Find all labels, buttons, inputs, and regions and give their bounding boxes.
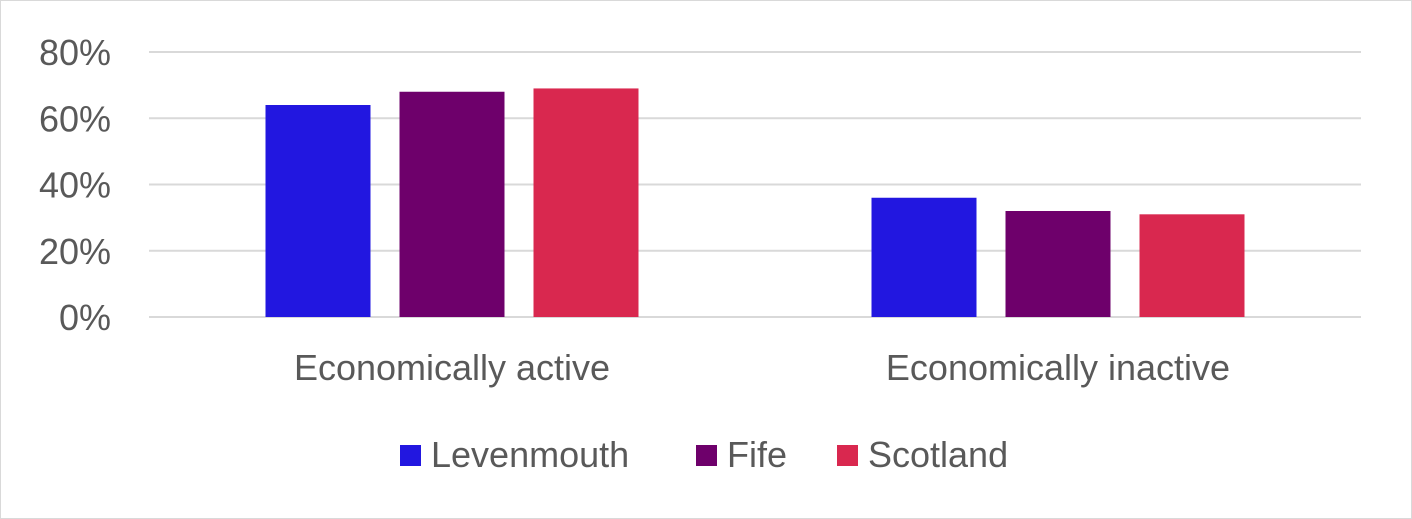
y-tick-label: 20% <box>39 231 111 272</box>
legend-label-scotland: Scotland <box>868 434 1008 475</box>
legend-swatch-fife <box>696 445 717 466</box>
y-tick-label: 0% <box>59 297 111 338</box>
x-category-label: Economically inactive <box>886 347 1230 388</box>
y-tick-label: 80% <box>39 32 111 73</box>
legend-swatch-levenmouth <box>400 445 421 466</box>
legend-swatch-scotland <box>837 445 858 466</box>
x-category-label: Economically active <box>294 347 610 388</box>
bar-levenmouth-0 <box>265 105 371 317</box>
legend-label-levenmouth: Levenmouth <box>431 434 629 475</box>
bar-levenmouth-1 <box>871 197 977 317</box>
bar-scotland-0 <box>533 88 639 317</box>
legend: Levenmouth Fife Scotland <box>400 434 1008 475</box>
bar-fife-1 <box>1005 211 1111 317</box>
y-tick-label: 40% <box>39 165 111 206</box>
y-tick-label: 60% <box>39 98 111 139</box>
y-axis-tick-labels: 0% 20% 40% 60% 80% <box>39 32 111 338</box>
bars <box>265 88 1245 317</box>
bar-scotland-1 <box>1139 214 1245 317</box>
bar-fife-0 <box>399 91 505 317</box>
x-axis-category-labels: Economically active Economically inactive <box>294 347 1230 388</box>
legend-label-fife: Fife <box>727 434 787 475</box>
